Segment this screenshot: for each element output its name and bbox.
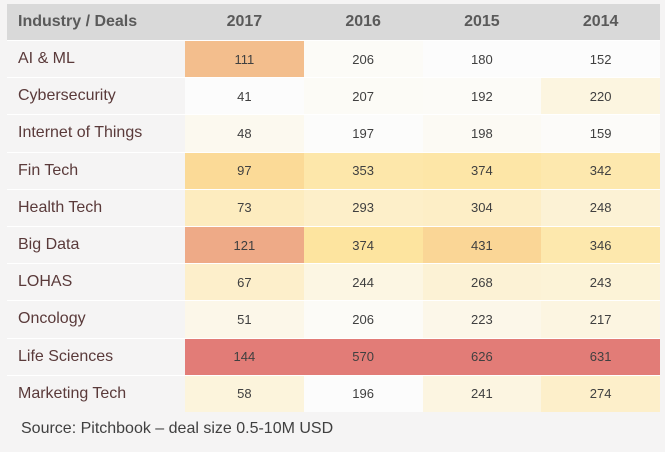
heatmap-body: AI & ML 111 206 180 152 Cybersecurity 41 207 192… [7, 39, 660, 412]
header-year: 2017 [185, 4, 304, 41]
heat-cell: 206 [303, 39, 423, 78]
table-row: Health Tech 73 293 304 248 [7, 188, 660, 227]
table-row: Big Data 121 374 431 346 [7, 225, 660, 264]
table-row: Internet of Things 48 197 198 159 [7, 114, 660, 153]
heat-cell: 192 [422, 77, 542, 115]
row-label: Health Tech [7, 188, 185, 227]
heat-cell: 353 [303, 151, 423, 190]
heat-cell: 58 [185, 374, 304, 412]
table-row: Oncology 51 206 223 217 [7, 300, 660, 338]
heat-cell: 304 [422, 188, 542, 227]
row-label: AI & ML [7, 39, 185, 78]
heat-cell: 374 [303, 225, 423, 264]
heat-cell: 268 [422, 263, 542, 301]
heat-cell: 626 [422, 337, 542, 376]
table-row: Marketing Tech 58 196 241 274 [7, 374, 660, 412]
heat-cell: 197 [303, 114, 423, 153]
heat-cell: 97 [185, 151, 304, 190]
heat-cell: 206 [303, 300, 423, 338]
heatmap-table-container: Industry / Deals 2017 2016 2015 2014 AI … [7, 4, 660, 412]
row-label: Cybersecurity [7, 77, 185, 115]
table-row: LOHAS 67 244 268 243 [7, 263, 660, 301]
heat-cell: 207 [303, 77, 423, 115]
heat-cell: 144 [185, 337, 304, 376]
heat-cell: 121 [185, 225, 304, 264]
row-label: Internet of Things [7, 114, 185, 153]
heat-cell: 342 [541, 151, 660, 190]
heat-cell: 248 [541, 188, 660, 227]
table-row: AI & ML 111 206 180 152 [7, 39, 660, 78]
heat-cell: 111 [185, 39, 304, 78]
heat-cell: 159 [541, 114, 660, 153]
heat-cell: 73 [185, 188, 304, 227]
heat-cell: 431 [422, 225, 542, 264]
header-industry: Industry / Deals [7, 4, 185, 41]
heat-cell: 293 [303, 188, 423, 227]
heat-cell: 180 [422, 39, 542, 78]
heatmap-table: Industry / Deals 2017 2016 2015 2014 AI … [7, 4, 660, 412]
row-label: Fin Tech [7, 151, 185, 190]
heat-cell: 152 [541, 39, 660, 78]
heat-cell: 67 [185, 263, 304, 301]
heat-cell: 217 [541, 300, 660, 338]
header-year: 2014 [541, 4, 660, 41]
heat-cell: 41 [185, 77, 304, 115]
heat-cell: 570 [303, 337, 423, 376]
row-label: LOHAS [7, 263, 185, 301]
row-label: Big Data [7, 225, 185, 264]
heat-cell: 346 [541, 225, 660, 264]
heat-cell: 198 [422, 114, 542, 153]
heat-cell: 48 [185, 114, 304, 153]
source-note: Source: Pitchbook – deal size 0.5-10M US… [21, 420, 334, 437]
row-label: Oncology [7, 300, 185, 338]
header-year: 2015 [422, 4, 542, 41]
heat-cell: 244 [303, 263, 423, 301]
header-row: Industry / Deals 2017 2016 2015 2014 [7, 4, 660, 41]
row-label: Life Sciences [7, 337, 185, 376]
heat-cell: 51 [185, 300, 304, 338]
heat-cell: 243 [541, 263, 660, 301]
heat-cell: 631 [541, 337, 660, 376]
heat-cell: 223 [422, 300, 542, 338]
header-year: 2016 [303, 4, 423, 41]
table-row: Life Sciences 144 570 626 631 [7, 337, 660, 376]
heat-cell: 196 [303, 374, 423, 412]
table-row: Fin Tech 97 353 374 342 [7, 151, 660, 190]
table-row: Cybersecurity 41 207 192 220 [7, 77, 660, 115]
heat-cell: 274 [541, 374, 660, 412]
heat-cell: 374 [422, 151, 542, 190]
heat-cell: 241 [422, 374, 542, 412]
row-label: Marketing Tech [7, 374, 185, 412]
heat-cell: 220 [541, 77, 660, 115]
